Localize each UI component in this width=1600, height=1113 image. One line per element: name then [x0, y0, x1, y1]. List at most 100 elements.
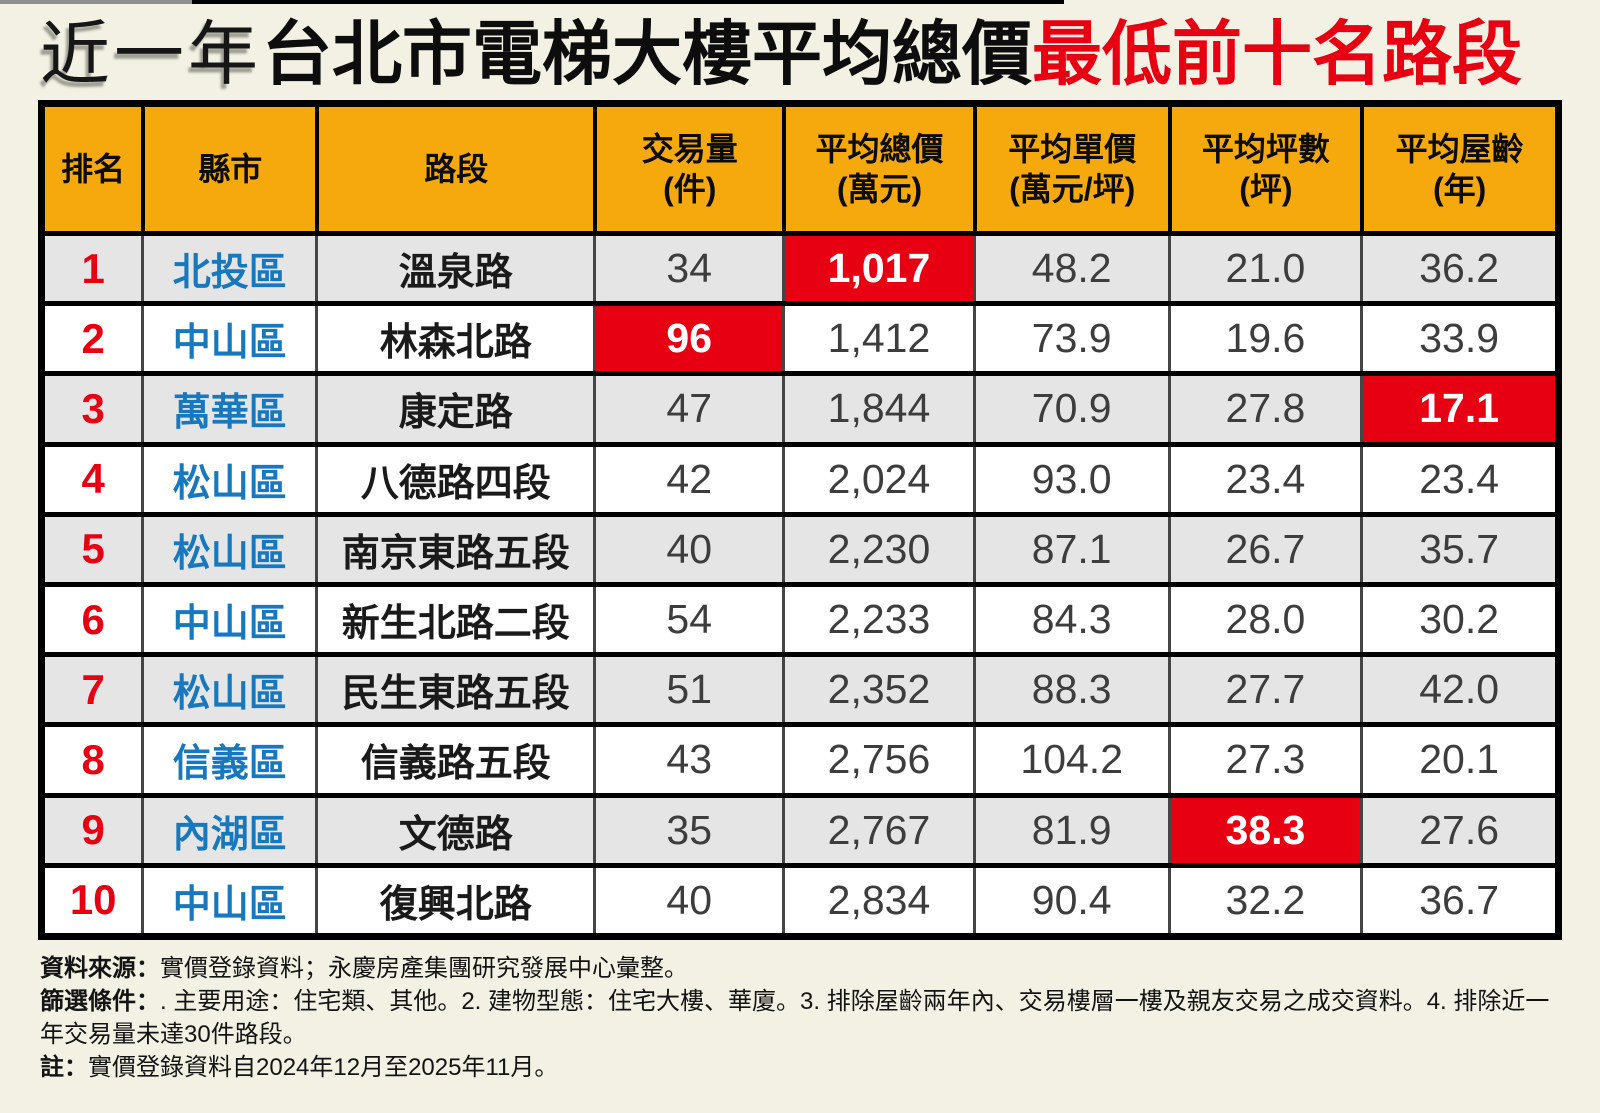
- cell-avg-ping: 28.0: [1167, 586, 1361, 653]
- title-prefix: 近一年: [40, 15, 262, 93]
- cell-road: 新生北路二段: [315, 586, 593, 653]
- cell-avg-ping: 23.4: [1167, 446, 1361, 512]
- cell-district: 松山區: [141, 446, 315, 512]
- cell-rank: 4: [81, 455, 105, 503]
- cell-district: 信義區: [141, 727, 315, 793]
- column-header-district: 縣市: [141, 107, 315, 231]
- table-row-rank-6: 6 中山區 新生北路二段 54 2,233 84.3 28.0 30.2: [45, 581, 1555, 653]
- cell-avg-ping-highlighted: 38.3: [1167, 797, 1361, 863]
- cell-avg-total-price: 2,230: [782, 516, 973, 582]
- cell-road: 溫泉路: [315, 236, 593, 302]
- cell-avg-age: 36.7: [1360, 867, 1555, 933]
- cell-rank: 6: [81, 595, 105, 643]
- cell-avg-age: 23.4: [1360, 446, 1555, 512]
- cell-road: 復興北路: [315, 867, 593, 933]
- cell-avg-total-price: 1,412: [782, 306, 973, 372]
- footnote-filters-label: 篩選條件：: [40, 988, 160, 1015]
- cell-avg-ping: 27.8: [1167, 376, 1361, 442]
- table-row-rank-8: 8 信義區 信義路五段 43 2,756 104.2 27.3 20.1: [45, 722, 1555, 793]
- cell-district: 中山區: [141, 867, 315, 933]
- table-row-rank-9: 9 內湖區 文德路 35 2,767 81.9 38.3 27.6: [45, 792, 1555, 863]
- column-header-volume: 交易量 (件): [593, 107, 782, 231]
- cell-rank: 9: [81, 806, 105, 854]
- cell-avg-total-price: 2,756: [782, 727, 973, 793]
- cell-avg-age: 33.9: [1360, 306, 1555, 372]
- cell-avg-ping: 19.6: [1167, 306, 1361, 372]
- cell-district: 中山區: [141, 306, 315, 372]
- cell-rank: 8: [81, 735, 105, 783]
- cell-road: 文德路: [315, 797, 593, 863]
- column-header-avg-ping: 平均坪數 (坪): [1167, 107, 1361, 231]
- cell-avg-total-price: 2,767: [782, 797, 973, 863]
- cell-avg-age: 42.0: [1360, 657, 1555, 723]
- footnote-note: 註：實價登錄資料自2024年12月至2025年11月。: [40, 1051, 1556, 1084]
- cell-avg-unit-price: 87.1: [972, 516, 1168, 582]
- cell-volume-highlighted: 96: [593, 306, 783, 372]
- cell-rank: 7: [81, 665, 105, 713]
- column-header-avg-total-price: 平均總價 (萬元): [782, 107, 973, 231]
- title-main: 台北市電梯大樓平均總價: [262, 15, 1032, 93]
- table-row-rank-5: 5 松山區 南京東路五段 40 2,230 87.1 26.7 35.7: [45, 511, 1555, 582]
- cell-road: 民生東路五段: [315, 657, 593, 723]
- cell-volume: 40: [593, 867, 782, 933]
- cell-district: 中山區: [141, 586, 315, 653]
- column-header-road: 路段: [315, 107, 593, 231]
- footnote-source-text: 實價登錄資料；永慶房產集團研究發展中心彙整。: [160, 955, 688, 982]
- table-body: 1 北投區 溫泉路 34 1,017 48.2 21.0 36.2 2 中山區 林森北路 96 1,41…: [45, 231, 1555, 933]
- cell-road: 南京東路五段: [315, 516, 593, 582]
- cell-volume: 47: [593, 376, 782, 442]
- cell-avg-age: 36.2: [1360, 236, 1555, 302]
- cell-avg-unit-price: 73.9: [972, 306, 1168, 372]
- cell-road: 信義路五段: [315, 727, 593, 793]
- cell-avg-unit-price: 70.9: [972, 376, 1168, 442]
- cell-avg-ping: 27.3: [1167, 727, 1361, 793]
- cell-avg-unit-price: 81.9: [972, 797, 1168, 863]
- cell-avg-unit-price: 84.3: [972, 586, 1168, 653]
- footnote-note-text: 實價登錄資料自2024年12月至2025年11月。: [88, 1054, 559, 1081]
- cell-avg-unit-price: 93.0: [972, 446, 1168, 512]
- footnote-filters: 篩選條件：. 主要用途：住宅類、其他。2. 建物型態：住宅大樓、華廈。3. 排除…: [40, 985, 1556, 1051]
- cell-volume: 51: [593, 657, 782, 723]
- cell-road: 康定路: [315, 376, 593, 442]
- ranking-table: 排名 縣市 路段 交易量 (件) 平均總價 (萬元) 平均單價 (萬元/坪) 平均坪數 (坪…: [38, 100, 1562, 940]
- cell-district: 北投區: [141, 236, 315, 302]
- cell-district: 松山區: [141, 516, 315, 582]
- top-edge-bar-gray: [0, 0, 192, 4]
- cell-rank: 5: [81, 525, 105, 573]
- title-accent: 最低前十名路段: [1032, 15, 1522, 93]
- cell-volume: 35: [593, 797, 782, 863]
- column-header-avg-unit-price: 平均單價 (萬元/坪): [972, 107, 1168, 231]
- cell-avg-total-price-highlighted: 1,017: [782, 236, 973, 302]
- table-row-rank-7: 7 松山區 民生東路五段 51 2,352 88.3 27.7 42.0: [45, 652, 1555, 723]
- table-row-rank-2: 2 中山區 林森北路 96 1,412 73.9 19.6 33.9: [45, 301, 1555, 372]
- table-row-rank-1: 1 北投區 溫泉路 34 1,017 48.2 21.0 36.2: [45, 231, 1555, 302]
- cell-volume: 40: [593, 516, 782, 582]
- page-title: 近一年台北市電梯大樓平均總價最低前十名路段: [40, 8, 1570, 100]
- column-header-rank: 排名: [61, 151, 126, 187]
- cell-avg-age: 35.7: [1360, 516, 1555, 582]
- cell-volume: 43: [593, 727, 782, 793]
- cell-district: 內湖區: [141, 797, 315, 863]
- table-row-rank-10: 10 中山區 復興北路 40 2,834 90.4 32.2 36.7: [45, 862, 1555, 933]
- cell-road: 林森北路: [315, 306, 593, 372]
- cell-road: 八德路四段: [315, 446, 593, 512]
- cell-district: 松山區: [141, 657, 315, 723]
- cell-avg-age: 20.1: [1360, 727, 1555, 793]
- cell-avg-total-price: 2,024: [782, 446, 973, 512]
- cell-volume: 54: [593, 586, 782, 653]
- cell-avg-unit-price: 48.2: [972, 236, 1168, 302]
- cell-avg-total-price: 2,233: [782, 586, 973, 653]
- footnote-source-label: 資料來源：: [40, 955, 160, 982]
- table-row-rank-4: 4 松山區 八德路四段 42 2,024 93.0 23.4 23.4: [45, 441, 1555, 512]
- cell-avg-age: 27.6: [1360, 797, 1555, 863]
- footnote-filters-text: . 主要用途：住宅類、其他。2. 建物型態：住宅大樓、華廈。3. 排除屋齡兩年內…: [40, 988, 1550, 1048]
- cell-avg-total-price: 2,834: [782, 867, 973, 933]
- footnotes: 資料來源：實價登錄資料；永慶房產集團研究發展中心彙整。 篩選條件：. 主要用途：…: [40, 952, 1556, 1084]
- cell-volume: 34: [593, 236, 782, 302]
- footnote-note-label: 註：: [40, 1054, 88, 1081]
- column-header-avg-age: 平均屋齡 (年): [1360, 107, 1555, 231]
- cell-avg-ping: 27.7: [1167, 657, 1361, 723]
- cell-avg-age: 30.2: [1360, 586, 1555, 653]
- cell-avg-ping: 21.0: [1167, 236, 1361, 302]
- cell-avg-total-price: 2,352: [782, 657, 973, 723]
